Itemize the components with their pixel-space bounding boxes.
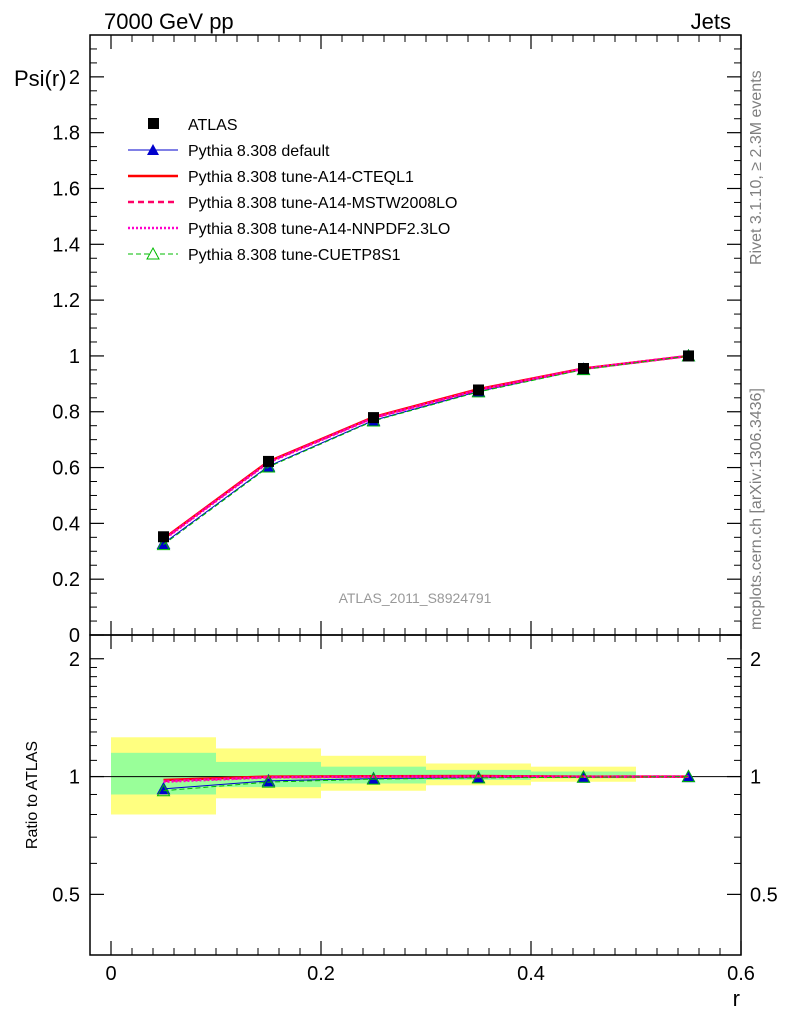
ratio-marker-cuetp — [471, 770, 486, 784]
main-ytick-label: 0 — [69, 625, 80, 647]
atlas-data-point — [158, 531, 169, 543]
ratio-xtick-label: 0 — [105, 963, 116, 985]
main-ytick-label: 0.4 — [52, 513, 80, 535]
watermark: ATLAS_2011_S8924791 — [339, 590, 492, 606]
ratio-ytick-label-right: 0.5 — [750, 884, 778, 906]
legend-item-mstw: Pythia 8.308 tune-A14-MSTW2008LO — [128, 195, 457, 212]
ratio-marker-cuetp — [156, 783, 171, 797]
ratio-marker-default — [261, 773, 276, 787]
ratio-ytick-label-right: 1 — [750, 767, 761, 789]
ratio-xtick-label: 0.4 — [517, 963, 545, 985]
ratio-marker-cuetp — [261, 775, 276, 788]
ratio-ytick-label: 1 — [69, 767, 80, 789]
ratio-marker-cuetp — [681, 769, 696, 783]
legend: ATLAS Pythia 8.308 default Pythia 8.308 … — [128, 117, 457, 264]
main-panel: 0 0.2 0.4 0.6 0.8 1 1.2 1.4 1.6 1.8 2 Psi(r) ATLAS… — [14, 34, 742, 647]
atlas-data-point — [368, 412, 379, 424]
rivet-label: Rivet 3.1.10, ≥ 2.3M events — [748, 70, 765, 265]
ratio-ylabel: Ratio to ATLAS — [24, 741, 41, 849]
ratio-ytick-label: 0.5 — [52, 884, 80, 906]
legend-label-nnpdf: Pythia 8.308 tune-A14-NNPDF2.3LO — [188, 221, 450, 238]
ratio-ytick-label: 2 — [69, 649, 80, 671]
main-line-mstw — [162, 354, 689, 541]
atlas-data-point — [473, 384, 484, 396]
legend-label-mstw: Pythia 8.308 tune-A14-MSTW2008LO — [188, 195, 457, 212]
atlas-data-point — [578, 362, 589, 374]
main-line-default — [163, 355, 689, 544]
ratio-line-mstw — [163, 775, 689, 783]
ratio-xtick-label: 0.6 — [727, 963, 755, 985]
legend-item-nnpdf: Pythia 8.308 tune-A14-NNPDF2.3LO — [128, 221, 450, 238]
legend-label-default: Pythia 8.308 default — [188, 143, 330, 160]
legend-label-cuetp: Pythia 8.308 tune-CUETP8S1 — [188, 247, 401, 264]
main-ytick-label: 1.6 — [52, 178, 80, 200]
ratio-frame — [89, 634, 742, 956]
ratio-marker-cuetp — [366, 772, 381, 785]
ratio-ytick-label-right: 2 — [750, 649, 761, 671]
main-ytick-label: 2 — [69, 67, 80, 89]
mcplots-label: mcplots.cern.ch [arXiv:1306.3436] — [748, 388, 765, 630]
ratio-panel: 0.5 0.5 1 1 2 2 0 0.2 0.4 0.6 Ratio to ATLAS r — [24, 634, 778, 1011]
main-line-nnpdf — [162, 354, 689, 541]
legend-item-atlas: ATLAS — [148, 117, 238, 134]
main-ytick-label: 1 — [69, 346, 80, 368]
x-axis-label: r — [733, 986, 740, 1011]
main-ytick-label: 0.2 — [52, 569, 80, 591]
main-line-cuetp — [163, 355, 689, 545]
main-ytick-label: 1.8 — [52, 123, 80, 145]
main-ytick-label: 0.6 — [52, 458, 80, 480]
main-marker-cuetp — [156, 537, 171, 551]
main-ytick-label: 1.2 — [52, 290, 80, 312]
legend-marker-atlas — [148, 118, 159, 129]
ratio-marker-cuetp — [576, 770, 591, 783]
legend-marker-default — [147, 144, 159, 155]
main-ylabel: Psi(r) — [14, 66, 67, 91]
legend-label-cteql1: Pythia 8.308 tune-A14-CTEQL1 — [188, 169, 414, 186]
legend-item-cuetp: Pythia 8.308 tune-CUETP8S1 — [128, 246, 401, 264]
main-ytick-label: 0.8 — [52, 402, 80, 424]
header-right: Jets — [691, 9, 731, 34]
atlas-data-point — [263, 455, 274, 467]
ratio-line-nnpdf — [163, 775, 689, 783]
main-ytick-label: 1.4 — [52, 234, 80, 256]
ratio-xtick-label: 0.2 — [307, 963, 335, 985]
legend-label-atlas: ATLAS — [188, 117, 238, 134]
atlas-data-point — [683, 350, 694, 362]
main-line-cteql1 — [162, 354, 689, 540]
legend-marker-cuetp — [146, 246, 160, 260]
legend-item-default: Pythia 8.308 default — [128, 143, 330, 160]
header-left: 7000 GeV pp — [104, 9, 234, 34]
legend-item-cteql1: Pythia 8.308 tune-A14-CTEQL1 — [128, 169, 414, 186]
